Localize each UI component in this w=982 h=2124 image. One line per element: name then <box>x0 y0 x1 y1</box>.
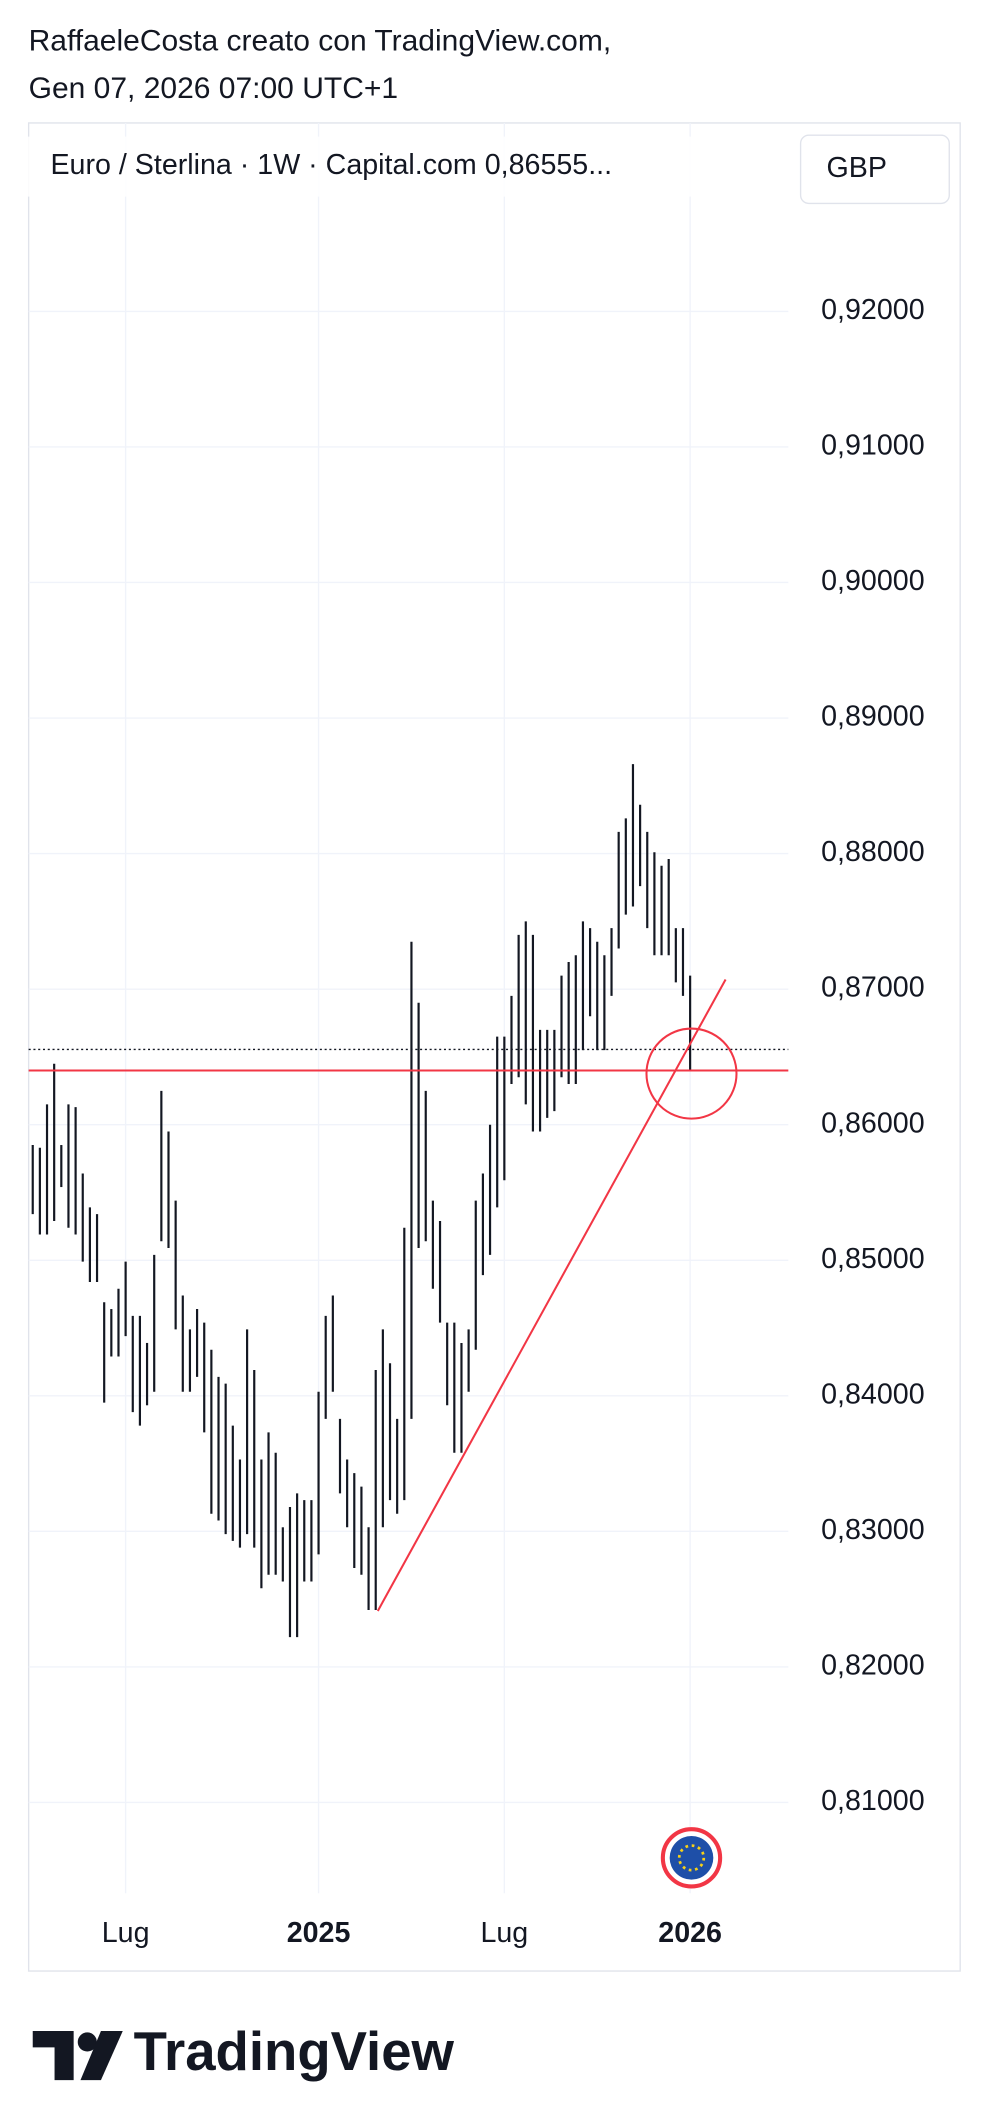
chart-frame <box>27 122 961 1972</box>
highlight-circle <box>645 1027 738 1120</box>
y-tick-label: 0,84000 <box>821 1378 924 1410</box>
currency-label[interactable]: GBP <box>827 152 887 184</box>
y-tick-label: 0,83000 <box>821 1514 924 1546</box>
y-tick-label: 0,91000 <box>821 429 924 461</box>
currency-button[interactable] <box>799 134 950 205</box>
legend: Euro / Sterlina · 1W · Capital.com 0,865… <box>50 149 612 181</box>
y-tick-label: 0,90000 <box>821 565 924 597</box>
header-line: RaffaeleCosta creato con TradingView.com… <box>29 24 612 57</box>
y-tick-label: 0,82000 <box>821 1649 924 1681</box>
y-tick-label: 0,88000 <box>821 836 924 868</box>
y-tick-label: 0,89000 <box>821 701 924 733</box>
header-line: Gen 07, 2026 07:00 UTC+1 <box>29 72 398 105</box>
x-tick-label: 2026 <box>658 1917 722 1949</box>
brand-name: TradingView <box>134 2021 455 2082</box>
x-tick-label: Lug <box>102 1917 150 1949</box>
y-tick-label: 0,86000 <box>821 1107 924 1139</box>
x-tick-label: Lug <box>480 1917 528 1949</box>
eu-flag-icon <box>660 1827 723 1889</box>
y-tick-label: 0,92000 <box>821 294 924 326</box>
trend-line <box>376 978 727 1612</box>
legend-bg <box>0 136 710 197</box>
y-tick-label: 0,85000 <box>821 1243 924 1275</box>
x-tick-label: 2025 <box>287 1917 351 1949</box>
y-tick-label: 0,81000 <box>821 1785 924 1817</box>
brand-logo <box>32 2031 123 2081</box>
y-tick-label: 0,87000 <box>821 972 924 1004</box>
plot: 0,81000 0,82000 0,83000 0,84000 0,85000 0,860… <box>28 122 925 1949</box>
